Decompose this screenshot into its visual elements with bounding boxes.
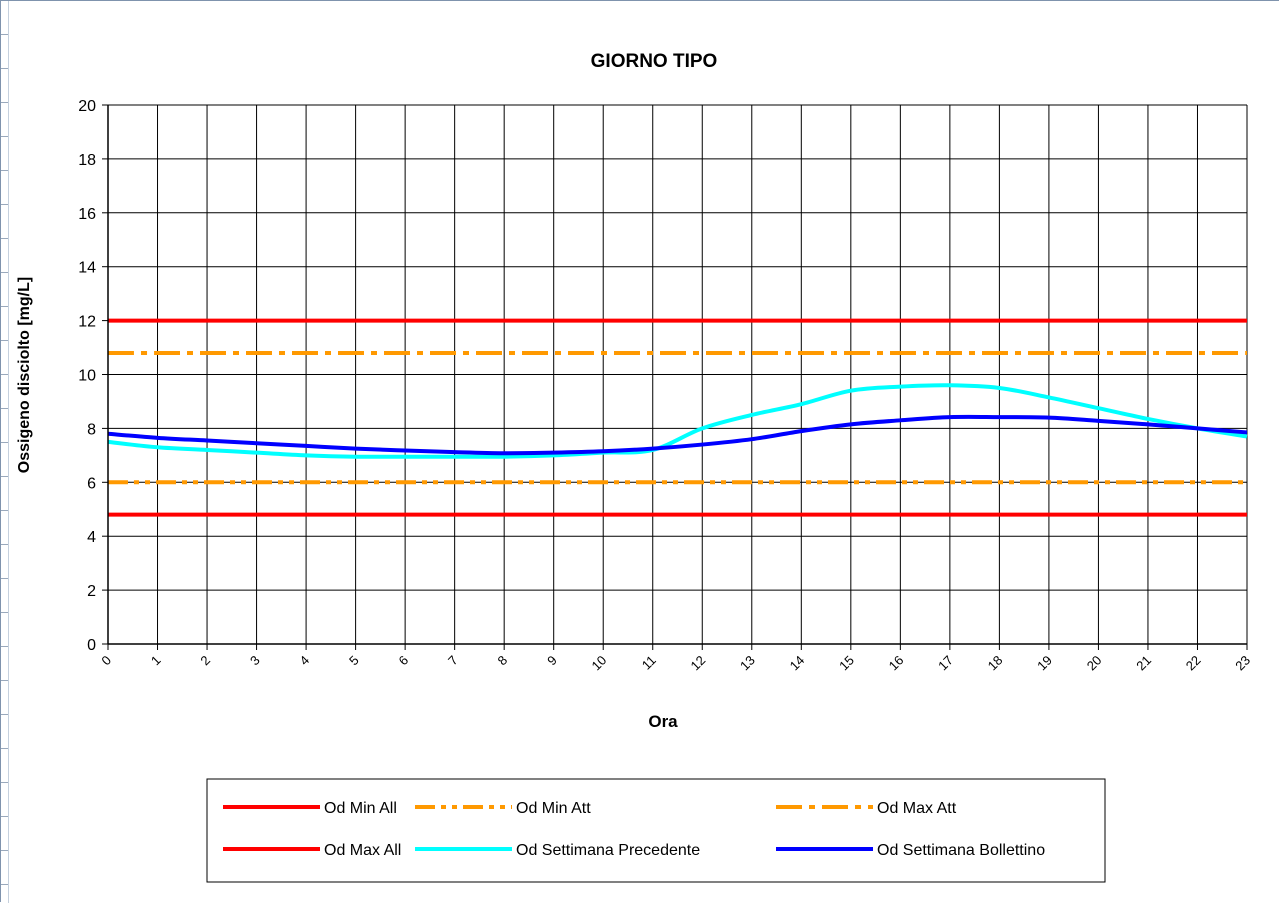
x-tick-label-10: 10 [589, 653, 610, 674]
series-group [107, 318, 1248, 517]
legend-label-od-min-all: Od Min All [324, 800, 397, 817]
x-tick-label-0: 0 [98, 653, 114, 669]
x-tick-label-11: 11 [639, 653, 659, 673]
x-tick-label-21: 21 [1133, 653, 1154, 674]
y-axis-label: Ossigeno disciolto [mg/L] [16, 277, 33, 473]
y-tick-label-4: 4 [87, 529, 96, 546]
y-tick-label-14: 14 [78, 260, 96, 277]
y-tick-label-18: 18 [78, 152, 96, 169]
series-line-od-settimana-bollettino [107, 414, 1248, 456]
legend-box [206, 778, 1106, 883]
axes [107, 105, 1247, 645]
x-tick-label-14: 14 [787, 653, 808, 674]
legend-label-od-min-att: Od Min Att [516, 800, 591, 817]
x-axis-ticks: 0 1 2 3 4 5 6 7 8 9 10 11 12 13 14 15 16 17 18 19 20 21 22 23 [98, 644, 1253, 673]
x-tick-label-5: 5 [346, 653, 362, 669]
x-tick-label-7: 7 [445, 653, 461, 669]
left-ruler [1, 1, 9, 903]
series-line-od-settimana-precedente [107, 383, 1248, 459]
y-tick-label-0: 0 [87, 637, 96, 654]
x-tick-label-9: 9 [544, 653, 560, 669]
legend: Od Min All Od Min Att Od Max Att Od Max All… [206, 778, 1106, 883]
y-tick-label-12: 12 [78, 314, 96, 331]
x-tick-label-22: 22 [1183, 653, 1204, 674]
x-tick-label-8: 8 [495, 653, 511, 669]
legend-label-od-settimana-bollettino: Od Settimana Bollettino [877, 842, 1045, 859]
x-tick-label-18: 18 [985, 653, 1006, 674]
legend-label-od-max-all: Od Max All [324, 842, 401, 859]
x-tick-label-6: 6 [396, 653, 412, 669]
grid [107, 104, 1248, 645]
y-tick-label-8: 8 [87, 421, 96, 438]
y-axis-ticks: 0 2 4 6 8 10 12 14 16 18 20 [78, 98, 108, 654]
y-tick-label-2: 2 [87, 583, 96, 600]
x-tick-label-19: 19 [1034, 653, 1055, 674]
x-tick-label-20: 20 [1084, 653, 1105, 674]
x-tick-label-4: 4 [296, 653, 312, 669]
x-tick-label-17: 17 [935, 653, 956, 674]
x-tick-label-3: 3 [247, 653, 263, 669]
x-tick-label-1: 1 [148, 653, 164, 669]
legend-label-od-settimana-precedente: Od Settimana Precedente [516, 842, 700, 859]
x-tick-label-2: 2 [197, 653, 213, 669]
x-tick-label-13: 13 [737, 653, 758, 674]
x-tick-label-23: 23 [1232, 653, 1253, 674]
x-axis-label: Ora [648, 712, 678, 731]
y-tick-label-16: 16 [78, 206, 96, 223]
y-tick-label-6: 6 [87, 475, 96, 492]
chart-title: GIORNO TIPO [591, 51, 718, 72]
x-tick-label-16: 16 [886, 653, 907, 674]
y-tick-label-20: 20 [78, 98, 96, 115]
x-tick-label-15: 15 [836, 653, 857, 674]
legend-label-od-max-att: Od Max Att [877, 800, 957, 817]
x-tick-label-12: 12 [688, 653, 709, 674]
y-tick-label-10: 10 [78, 368, 96, 385]
